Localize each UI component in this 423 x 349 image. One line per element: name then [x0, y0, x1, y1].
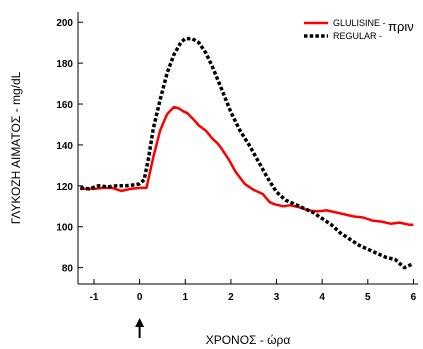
x-tick-label: 0 [137, 292, 143, 303]
legend-label: GLULISINE - [333, 18, 386, 28]
x-tick-label: 1 [182, 292, 188, 303]
y-tick-label: 100 [56, 223, 73, 234]
y-tick-label: 80 [62, 264, 74, 275]
y-tick-label: 200 [56, 18, 73, 29]
y-axis-ticks: 80 100 120 140 160 180 200 [56, 18, 83, 275]
y-tick-label: 160 [56, 100, 73, 111]
x-tick-label: 4 [319, 292, 325, 303]
legend-extra-text: πριν [388, 19, 414, 34]
series-line-regular [80, 36, 415, 270]
x-tick-label: 6 [411, 292, 417, 303]
legend-label: REGULAR - [333, 31, 382, 41]
y-tick-label: 120 [56, 182, 73, 193]
series-line-glulisine [80, 105, 414, 226]
x-tick-label: -1 [90, 292, 99, 303]
annotation-layer [135, 318, 145, 338]
x-tick-label: 5 [365, 292, 371, 303]
x-tick-label: 3 [274, 292, 280, 303]
x-tick-label: 2 [228, 292, 234, 303]
y-tick-label: 180 [56, 59, 73, 70]
arrow-up-icon [135, 318, 145, 327]
x-axis-title: ΧΡΟΝΟΣ - ώρα [206, 333, 291, 347]
y-tick-label: 140 [56, 141, 73, 152]
x-axis-ticks: -1 0 1 2 3 4 5 6 [90, 279, 417, 303]
legend: GLULISINE - REGULAR - πριν [304, 18, 414, 41]
y-axis-title: ΓΛΥΚΟΖΗ ΑΙΜΑΤΟΣ - mg/dL [9, 71, 23, 224]
plot-frame [77, 12, 418, 285]
series-layer [80, 36, 415, 270]
